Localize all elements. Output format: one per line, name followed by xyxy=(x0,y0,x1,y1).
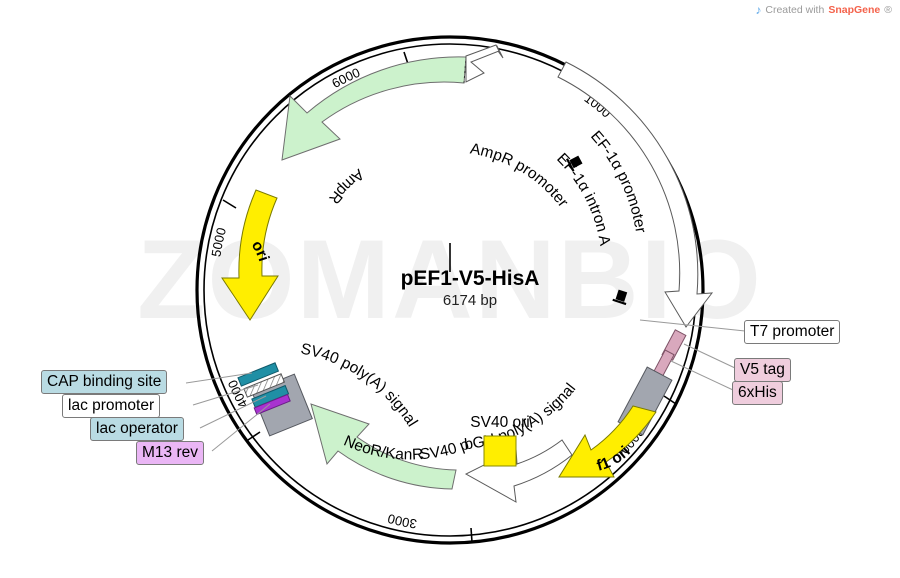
feature-f1-ori[interactable] xyxy=(558,405,657,478)
feature-ori[interactable] xyxy=(221,189,279,321)
plasmid-size: 6174 bp xyxy=(443,292,497,309)
feature-ef1a-promoter[interactable] xyxy=(557,61,714,328)
credit-trademark: ® xyxy=(884,4,892,16)
snapgene-credit: ♪ Created with SnapGene ® xyxy=(755,3,892,17)
credit-brand: SnapGene xyxy=(828,4,881,16)
feature-sv40-promoter[interactable] xyxy=(464,439,573,503)
ruler-ticks xyxy=(222,51,677,543)
callout-6xhis[interactable]: 6xHis xyxy=(732,381,783,405)
feature-ampr-promoter[interactable] xyxy=(465,44,504,83)
snapgene-logo-icon: ♪ xyxy=(755,3,762,17)
plasmid-name: pEF1-V5-HisA xyxy=(401,267,540,290)
callout-cap-binding-site[interactable]: CAP binding site xyxy=(41,370,168,394)
credit-prefix: Created with xyxy=(765,4,825,16)
feature-label-sv40-ori: SV40 ori xyxy=(470,414,529,431)
feature-label-ampr-promoter: AmpR promoter xyxy=(469,140,572,210)
feature-lac-promoter[interactable] xyxy=(243,373,286,398)
feature-ef1a-intron-a[interactable] xyxy=(565,154,629,306)
callout-m13-rev[interactable]: M13 rev xyxy=(136,441,204,465)
feature-neor-kanr[interactable] xyxy=(310,403,457,490)
callout-lac-promoter[interactable]: lac promoter xyxy=(62,394,161,418)
callout-t7-promoter[interactable]: T7 promoter xyxy=(744,320,841,344)
callout-lac-operator[interactable]: lac operator xyxy=(90,417,184,441)
callout-v5-tag[interactable]: V5 tag xyxy=(734,358,791,382)
feature-cap-binding-site[interactable] xyxy=(237,362,280,387)
callout-leader-lines xyxy=(185,319,746,452)
tick-label-5000: 5000 xyxy=(208,226,229,258)
feature-ampr[interactable] xyxy=(281,56,467,161)
feature-sv40-ori[interactable] xyxy=(483,435,517,467)
feature-label-ampr: AmpR xyxy=(325,165,367,207)
tick-label-3000: 3000 xyxy=(386,511,418,532)
